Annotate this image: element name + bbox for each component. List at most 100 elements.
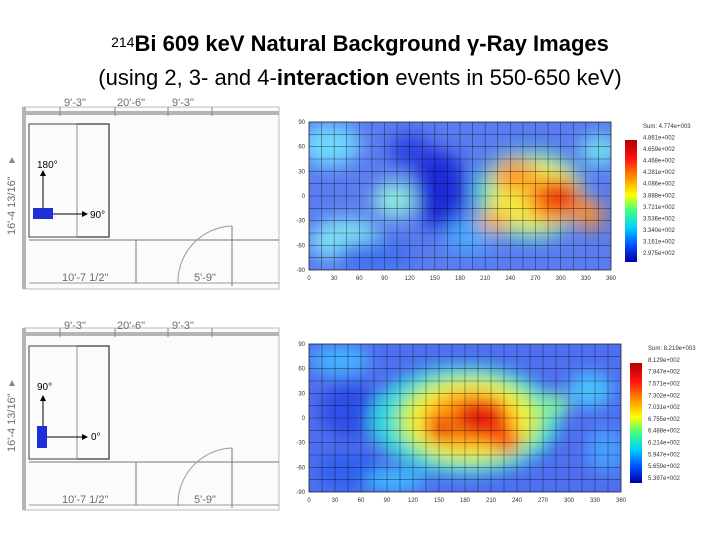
x-tick-label: 0 [307,498,311,504]
angle-up-label: 180° [37,160,58,171]
x-tick-label: 150 [434,498,445,504]
color-bar-label: 2.975e+002 [643,251,676,257]
x-tick-label: 240 [512,498,523,504]
color-bar-label: 8.129e+002 [648,358,681,364]
y-tick-label: 90 [298,342,305,348]
x-tick-label: 330 [590,498,601,504]
x-tick-label: 30 [331,276,338,282]
angle-up-label: 90° [37,382,52,393]
title-line-1-text: Bi 609 keV Natural Background γ-Ray Imag… [134,31,609,56]
room-partition [28,123,78,238]
room-partition [28,345,78,460]
floor-plan-frame [23,327,280,511]
x-tick-label: 30 [332,498,339,504]
heatmap-blobs [309,123,611,269]
y-tick-label: -90 [296,268,305,274]
angle-right-label: 90° [90,210,105,221]
title-line-1: 214Bi 609 keV Natural Background γ-Ray I… [0,30,720,58]
y-tick-label: -60 [296,465,305,471]
color-bar-label: 4.468e+002 [643,159,676,165]
floor-plan-frame [23,106,280,290]
dim-top-left: 9'-3" [64,97,86,109]
color-bar-label: 4.861e+002 [643,136,676,142]
x-tick-label: 270 [538,498,549,504]
y-tick-label: 30 [298,391,305,397]
door-swing-arc [177,225,233,285]
y-tick-label: 0 [302,416,306,422]
y-tick-label: 30 [298,169,305,175]
title-line-2-bold: interaction [276,65,390,90]
dim-arrow-icon [9,380,15,386]
x-tick-label: 300 [564,498,575,504]
heatmap-grid [309,122,611,270]
x-tick-label: 210 [486,498,497,504]
title-line-2: (using 2, 3- and 4-interaction events in… [0,64,720,92]
y-tick-labels: 90 60 30 0 -30 -60 -90 [296,342,305,496]
x-tick-label: 330 [581,276,592,282]
dim-bottom-right: 5'-9" [194,494,216,506]
arrow-up-icon [40,170,46,176]
x-tick-label: 60 [358,498,365,504]
x-tick-label: 180 [460,498,471,504]
x-tick-label: 0 [307,276,311,282]
y-tick-label: -90 [296,490,305,496]
door-swing-arc [177,447,233,507]
arrow-right-icon [82,211,88,217]
x-tick-labels: 0 30 60 90 120 150 180 210 240 270 300 330 360 [307,276,616,282]
dim-top-mid: 20'-6" [117,97,145,109]
detector-marker [33,208,53,219]
color-bar [630,363,642,483]
color-bar-label: 6.214e+002 [648,441,681,447]
y-tick-label: -30 [296,219,305,225]
color-bar-label: 4.086e+002 [643,182,676,188]
x-tick-label: 150 [430,276,441,282]
y-tick-label: 60 [298,145,305,151]
dim-bottom-right: 5'-9" [194,272,216,284]
x-tick-label: 90 [381,276,388,282]
color-bar-label: 4.659e+002 [643,147,676,153]
color-bar-label: 7.847e+002 [648,370,681,376]
color-bar-label: 7.031e+002 [648,405,681,411]
x-tick-label: 360 [616,498,627,504]
x-tick-label: 120 [408,498,419,504]
x-tick-label: 270 [530,276,541,282]
dim-top-right: 9'-3" [172,320,194,332]
dim-bottom-left: 10'-7 1/2" [62,494,108,506]
color-bar-sum-label: Sum: 4.774e+003 [643,124,691,130]
color-bar-label: 7.302e+002 [648,393,681,399]
arrow-up-icon [40,395,46,401]
title-line-2-prefix: (using 2, 3- and 4- [98,65,277,90]
color-bar-label: 3.340e+002 [643,228,676,234]
color-bar-labels: Sum: 4.774e+003 4.861e+002 4.659e+002 4.468… [643,124,691,257]
x-tick-label: 60 [356,276,363,282]
x-tick-label: 210 [480,276,491,282]
x-tick-label: 90 [384,498,391,504]
color-bar-label: 3.721e+002 [643,205,676,211]
dim-top-mid: 20'-6" [117,320,145,332]
y-tick-label: -30 [296,441,305,447]
dim-left: 16'-4 13/16" [6,393,18,452]
y-tick-label: 90 [298,120,305,126]
color-bar-label: 3.536e+002 [643,216,676,222]
dim-top-right: 9'-3" [172,97,194,109]
heatmap-grid [309,344,621,492]
color-bar-label: 6.755e+002 [648,417,681,423]
x-tick-label: 360 [606,276,617,282]
color-bar [625,140,637,262]
title-line-2-suffix: events in 550-650 keV) [389,65,622,90]
y-tick-label: 60 [298,367,305,373]
floor-plan-1: 9'-3" 20'-6" 9'-3" 16'-4 13/16" 180° 90°… [6,97,280,290]
y-tick-label: -60 [296,243,305,249]
floor-plan-2: 9'-3" 20'-6" 9'-3" 16'-4 13/16" 90° 0° 1… [6,320,280,511]
isotope-mass-number: 214 [111,34,135,50]
color-bar-label: 6.488e+002 [648,429,681,435]
dim-arrow-icon [9,157,15,163]
color-bar-sum-label: Sum: 8.219e+003 [648,346,696,352]
detector-marker [37,426,47,448]
x-tick-label: 240 [505,276,516,282]
y-tick-labels: 90 60 30 0 -30 -60 -90 [296,120,305,274]
x-tick-label: 180 [455,276,466,282]
